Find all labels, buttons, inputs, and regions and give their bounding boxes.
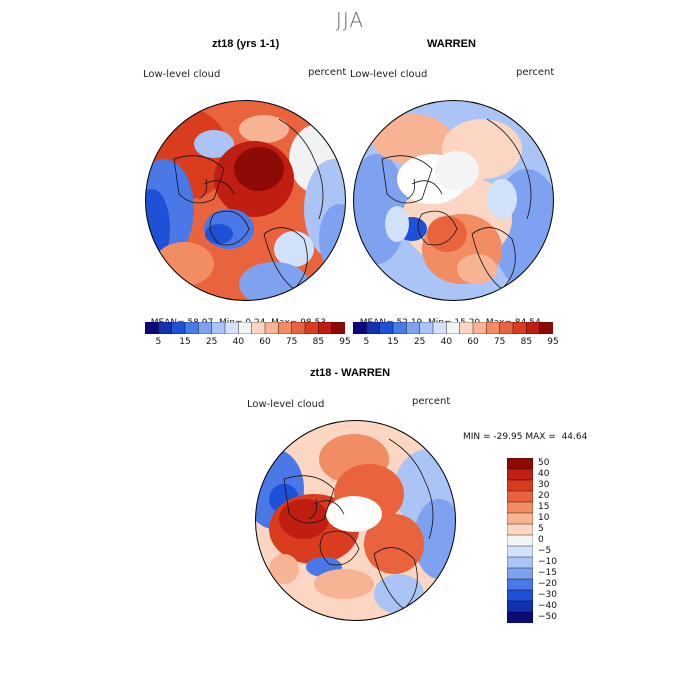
panel2-polar-map [353,100,554,301]
diff-colorbar-swatch [507,479,533,492]
panel2-units: percent [516,67,555,78]
panel2-colorbar-swatch [499,322,514,334]
diff-colorbar-tick-label: −5 [538,545,552,556]
panel2-colorbar-swatch [379,322,394,334]
panel1-colorbar-swatch [224,322,239,334]
panel2-colorbar-tick-label: 85 [520,337,533,347]
diff-colorbar-swatch [507,458,533,470]
panel2-colorbar-swatch [419,322,434,334]
panel2-colorbar-tick-label: 75 [493,337,506,347]
diff-colorbar-swatch [507,567,533,580]
panel1-colorbar-tick-label: 5 [155,337,162,347]
diff-colorbar [507,458,533,623]
panel1-colorbar [145,322,345,334]
panel2-colorbar-swatch [392,322,407,334]
panel1-colorbar-swatch [145,322,159,334]
panel1-colorbar-ticks: 5 15 25 40 60 75 85 95 [145,337,350,349]
diff-colorbar-tick-label: −20 [538,578,557,589]
diff-colorbar-swatch [507,523,533,536]
panel1-colorbar-swatch [211,322,226,334]
diff-colorbar-tick-label: 5 [538,523,544,534]
diff-colorbar-swatch [507,512,533,525]
panel1-polar-map [145,100,346,301]
diff-colorbar-swatch [507,490,533,503]
panel2-colorbar-swatch [539,322,553,334]
diff-colorbar-swatch [507,468,533,481]
panel2-colorbar-tick-label: 15 [387,337,399,347]
diff-colorbar-swatch [507,578,533,591]
diff-max: 44.64 [561,432,588,442]
panel2-colorbar-swatch [353,322,367,334]
panel1-colorbar-tick-label: 75 [285,337,298,347]
panel2-colorbar-tick-label: 40 [440,337,453,347]
panel1-colorbar-tick-label: 95 [339,337,351,347]
diff-colorbar-tick-label: 0 [538,534,544,545]
diff-colorbar-swatch [507,556,533,569]
panel1-colorbar-swatch [291,322,306,334]
panel1-colorbar-swatch [331,322,345,334]
diff-colorbar-tick-label: 15 [538,501,550,512]
diff-variable: Low-level cloud [247,399,325,410]
diff-colorbar-swatch [507,611,533,623]
panel2-colorbar-swatch [486,322,501,334]
panel2-colorbar-ticks: 5 15 25 40 60 75 85 95 [353,337,558,349]
diff-colorbar-swatch [507,589,533,602]
diff-colorbar-swatch [507,501,533,514]
panel1-colorbar-swatch [184,322,199,334]
panel1-colorbar-tick-label: 40 [232,337,245,347]
diff-colorbar-tick-label: −10 [538,556,557,567]
panel2-colorbar-swatch [406,322,421,334]
panel2-colorbar-swatch [472,322,487,334]
diff-colorbar-tick-label: −15 [538,567,557,578]
diff-colorbar-tick-label: −30 [538,589,557,600]
panel1-colorbar-swatch [318,322,333,334]
diff-colorbar-tick-label: −40 [538,600,557,611]
panel1-colorbar-swatch [158,322,173,334]
panel1-colorbar-swatch [278,322,293,334]
diff-colorbar-tick-label: −50 [538,611,557,622]
panel1-colorbar-swatch [264,322,279,334]
panel1-colorbar-swatch [171,322,186,334]
panel1-colorbar-tick-label: 15 [179,337,191,347]
diff-colorbar-tick-label: 10 [538,512,550,523]
panel2-colorbar-tick-label: 25 [413,337,426,347]
panel2-colorbar-tick-label: 95 [547,337,559,347]
diff-polar-map [255,420,456,621]
panel1-title: zt18 (yrs 1-1) [212,38,280,50]
diff-units: percent [412,396,451,407]
diff-colorbar-ticks: 50 40 30 20 15 10 5 0 −5 −10 −15 −20 −30 −40 −50 [538,458,578,623]
season-title: JJA [335,8,365,32]
diff-title: zt18 - WARREN [310,367,391,379]
panel2-colorbar-swatch [459,322,474,334]
panel2-colorbar [353,322,553,334]
panel2-colorbar-tick-label: 5 [363,337,370,347]
panel1-colorbar-tick-label: 60 [259,337,271,347]
diff-min: -29.95 [493,432,523,442]
panel1-colorbar-tick-label: 85 [312,337,325,347]
panel1-colorbar-swatch [238,322,253,334]
panel1-variable: Low-level cloud [143,69,221,80]
diff-colorbar-tick-label: 50 [538,457,550,468]
diff-colorbar-tick-label: 20 [538,490,550,501]
panel2-colorbar-swatch [512,322,527,334]
panel1-colorbar-swatch [198,322,213,334]
diff-colorbar-swatch [507,545,533,558]
panel2-colorbar-tick-label: 60 [467,337,479,347]
diff-minmax: MIN = -29.95 MAX = 44.64 [463,432,588,442]
panel1-colorbar-tick-label: 25 [205,337,218,347]
diff-colorbar-swatch [507,534,533,547]
panel2-colorbar-swatch [366,322,381,334]
panel1-colorbar-swatch [304,322,319,334]
diff-colorbar-swatch [507,600,533,613]
panel1-colorbar-swatch [251,322,266,334]
panel1-units: percent [308,67,347,78]
diff-colorbar-tick-label: 30 [538,479,550,490]
panel2-colorbar-swatch [432,322,447,334]
panel2-variable: Low-level cloud [350,69,428,80]
diff-colorbar-tick-label: 40 [538,468,550,479]
panel2-colorbar-swatch [526,322,541,334]
panel2-title: WARREN [427,38,476,50]
panel2-colorbar-swatch [446,322,461,334]
